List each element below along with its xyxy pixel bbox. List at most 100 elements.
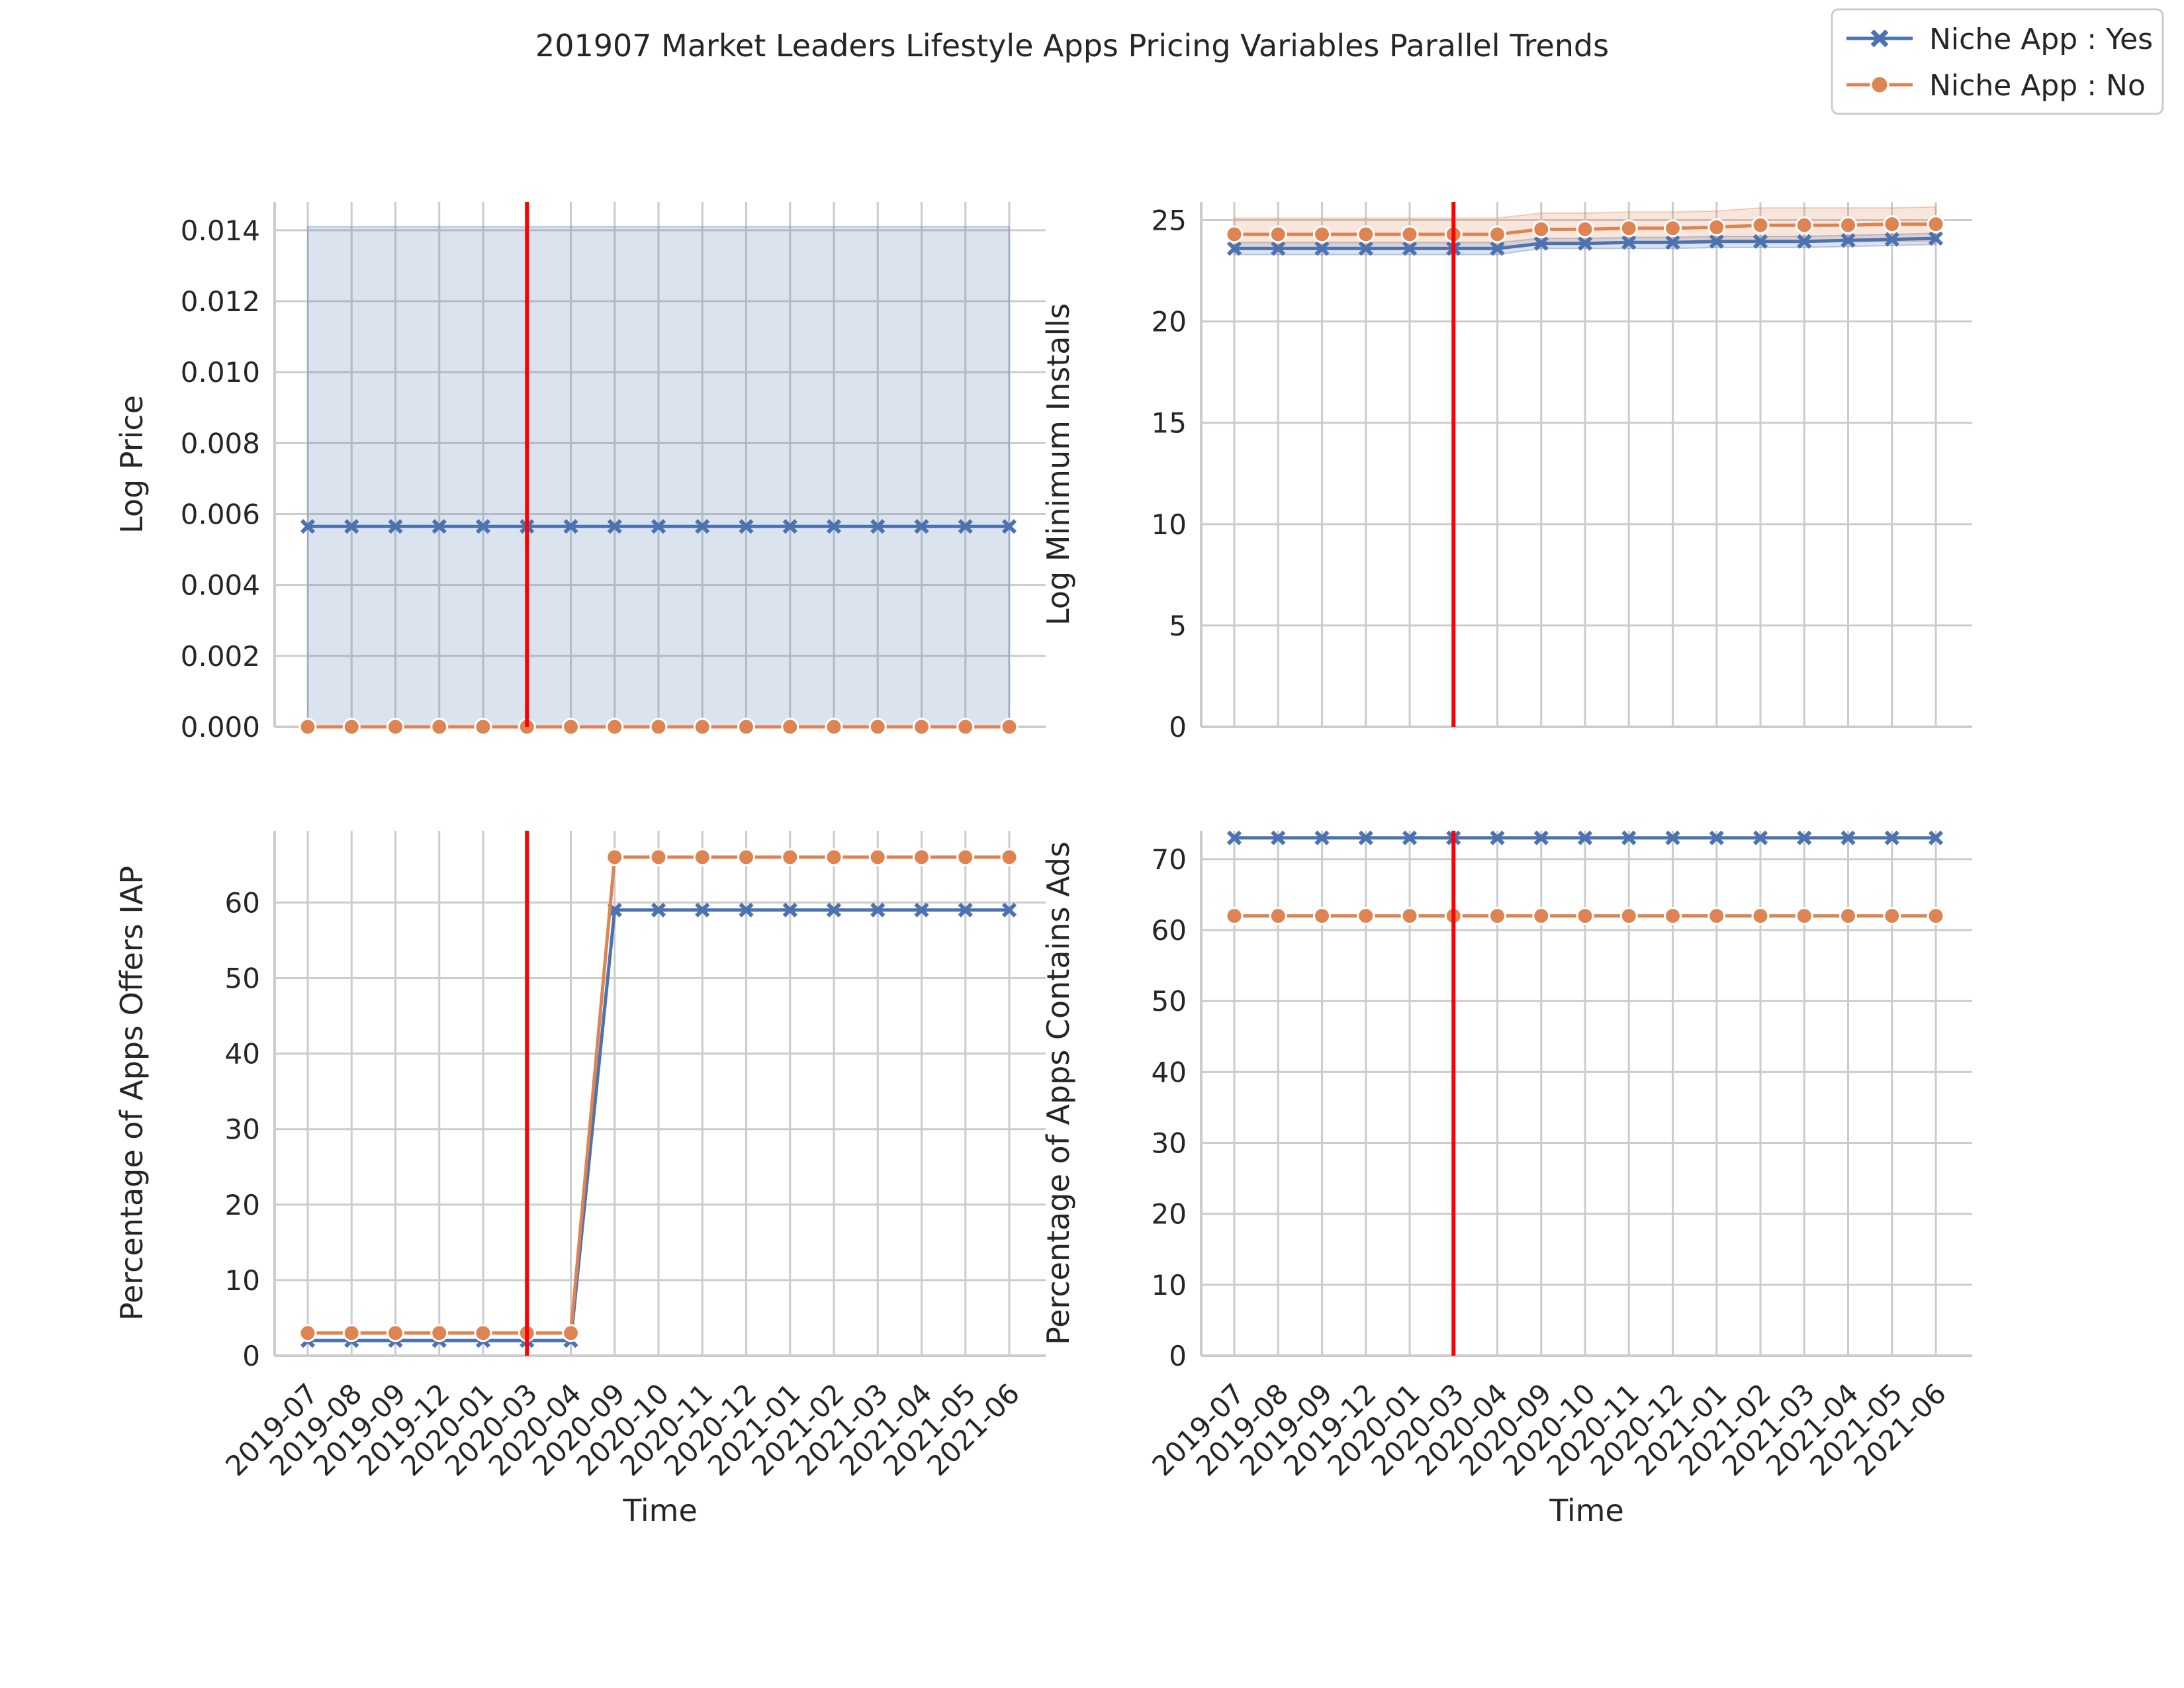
legend-marker-circle (1870, 75, 1889, 95)
data-point-no (868, 848, 887, 867)
data-point-yes (739, 902, 754, 917)
y-tick-label: 25 (1152, 205, 1187, 237)
marker-x-stroke (1709, 234, 1724, 249)
data-point-no (1839, 907, 1857, 925)
marker-x-stroke (1797, 830, 1812, 845)
data-point-no (1927, 907, 1945, 925)
data-point-no (1839, 216, 1857, 234)
data-point-yes (1001, 902, 1017, 917)
legend-frame (1831, 8, 2164, 115)
marker-x-stroke (1358, 830, 1373, 845)
data-point-no (298, 1324, 317, 1342)
data-point-yes (1314, 830, 1330, 845)
data-point-yes (914, 519, 929, 534)
marker-x-stroke (1928, 830, 1944, 845)
marker-x-stroke (1490, 830, 1505, 845)
data-point-no (737, 718, 755, 736)
data-point-no (1883, 215, 1901, 234)
data-point-yes (1271, 241, 1286, 256)
data-point-yes (1226, 830, 1242, 845)
data-point-no (1576, 220, 1594, 238)
data-point-no (956, 718, 975, 736)
data-point-no (649, 848, 668, 867)
data-point-no (298, 718, 317, 736)
data-point-yes (739, 519, 754, 534)
marker-x-stroke (1621, 830, 1637, 845)
data-point-no (606, 718, 624, 736)
y-tick-label: 10 (225, 1264, 260, 1297)
marker-x-stroke (1533, 236, 1549, 251)
marker-x-stroke (1621, 235, 1637, 250)
marker-x-stroke (1928, 230, 1944, 246)
data-point-yes (563, 519, 578, 534)
data-point-yes (1533, 236, 1549, 251)
data-point-no (1751, 216, 1770, 234)
marker-x-stroke (432, 519, 447, 534)
data-point-yes (1533, 830, 1549, 845)
marker-x-stroke (870, 902, 886, 917)
data-point-no (868, 718, 887, 736)
data-point-yes (1577, 236, 1593, 251)
data-point-yes (607, 519, 622, 534)
data-point-yes (1621, 830, 1637, 845)
marker-x-stroke (1884, 232, 1899, 247)
data-point-yes (1884, 830, 1899, 845)
marker-x-stroke (826, 902, 842, 917)
marker-x-stroke (1533, 830, 1549, 845)
y-tick-label: 5 (1169, 610, 1187, 642)
y-tick-label: 50 (1152, 985, 1187, 1017)
data-point-yes (1709, 830, 1724, 845)
marker-x-stroke (870, 519, 886, 534)
marker-x-stroke (958, 519, 973, 534)
data-point-no (1269, 225, 1287, 244)
data-point-yes (1797, 234, 1812, 249)
data-point-no (1000, 848, 1019, 867)
legend-entry-no: Niche App : No (1846, 69, 2146, 103)
y-tick-label: 20 (1152, 1198, 1187, 1231)
marker-x-stroke (563, 519, 578, 534)
legend-label-yes: Niche App : Yes (1929, 23, 2153, 56)
data-point-yes (1001, 519, 1017, 534)
data-point-no (1707, 907, 1726, 925)
data-point-no (1707, 218, 1726, 236)
data-point-no (1927, 215, 1945, 234)
data-point-no (1795, 907, 1813, 925)
legend: Niche App : Yes Niche App : No (1831, 8, 2164, 115)
marker-x-stroke (1358, 241, 1373, 256)
data-point-no (1357, 907, 1375, 925)
y-tick-label: 70 (1152, 843, 1187, 876)
marker-x-stroke (1841, 830, 1856, 845)
panel-3: 01020304050602019-072019-082019-092019-1… (114, 831, 1046, 1528)
data-point-no (913, 848, 931, 867)
marker-x-stroke (1752, 830, 1768, 845)
marker-x-stroke (1577, 830, 1593, 845)
y-tick-label: 0.002 (181, 640, 260, 673)
y-tick-label: 0.010 (181, 356, 260, 389)
data-point-yes (826, 519, 842, 534)
data-point-no (1576, 907, 1594, 925)
y-tick-label: 0 (1169, 1340, 1187, 1372)
data-point-no (825, 848, 843, 867)
y-tick-label: 60 (1152, 914, 1187, 947)
data-point-no (913, 718, 931, 736)
data-point-no (1357, 225, 1375, 244)
data-point-yes (1621, 235, 1637, 250)
y-tick-label: 60 (225, 886, 260, 919)
data-point-no (781, 848, 799, 867)
data-point-yes (695, 519, 710, 534)
marker-x-stroke (1271, 241, 1286, 256)
data-point-yes (1665, 235, 1680, 250)
data-point-yes (300, 519, 316, 534)
marker-x-stroke (1884, 830, 1899, 845)
marker-x-stroke (344, 519, 359, 534)
data-point-no (1313, 907, 1331, 925)
marker-x-stroke (1402, 830, 1418, 845)
marker-x-stroke (1665, 235, 1680, 250)
data-point-no (1532, 220, 1551, 238)
marker-x-stroke (1314, 830, 1330, 845)
marker-x-stroke (782, 519, 797, 534)
data-point-no (956, 848, 975, 867)
data-point-no (825, 718, 843, 736)
y-tick-label: 30 (1152, 1127, 1187, 1160)
